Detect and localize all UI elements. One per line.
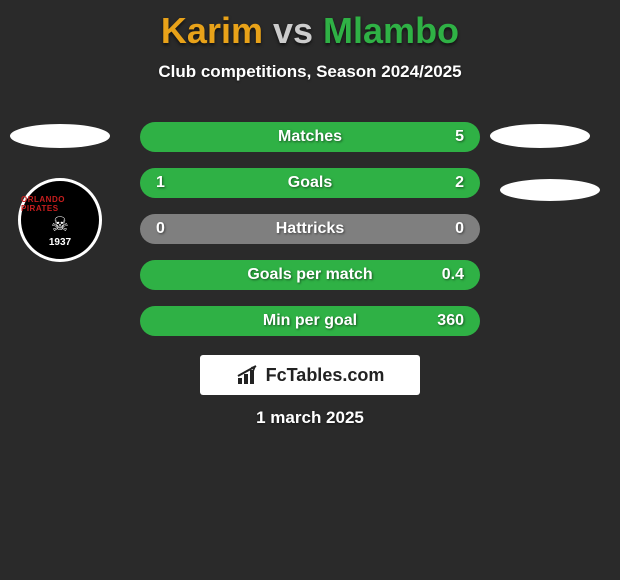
skull-icon: ☠	[51, 217, 69, 233]
stat-right-value: 360	[408, 312, 464, 330]
stat-label: Hattricks	[212, 220, 408, 238]
stat-label: Goals	[212, 174, 408, 192]
bars-icon	[236, 364, 260, 386]
stat-left-value: 1	[156, 174, 212, 192]
stat-row: Matches5	[140, 122, 480, 152]
club-crest: ORLANDO PIRATES ☠ 1937	[18, 178, 102, 262]
stats-panel: Matches5 1Goals2 0Hattricks0 Goals per matc…	[140, 122, 480, 352]
stat-right-value: 0	[408, 220, 464, 238]
crest-top-text: ORLANDO PIRATES	[21, 195, 99, 213]
stat-right-value: 0.4	[408, 266, 464, 284]
source-badge: FcTables.com	[200, 355, 420, 395]
comparison-infographic: Karim vs Mlambo Club competitions, Seaso…	[0, 0, 620, 580]
badge-placeholder-top-right	[490, 124, 590, 148]
stat-right-value: 2	[408, 174, 464, 192]
player1-name: Karim	[161, 10, 263, 51]
stat-row: Goals per match0.4	[140, 260, 480, 290]
crest-year: 1937	[49, 237, 71, 248]
stat-left-value: 0	[156, 220, 212, 238]
stat-label: Min per goal	[212, 312, 408, 330]
stat-row: Min per goal360	[140, 306, 480, 336]
stat-right-value: 5	[408, 128, 464, 146]
title-vs: vs	[273, 10, 313, 51]
stat-row: 0Hattricks0	[140, 214, 480, 244]
stat-row: 1Goals2	[140, 168, 480, 198]
stat-label: Matches	[212, 128, 408, 146]
source-name: FcTables.com	[266, 365, 385, 386]
subtitle: Club competitions, Season 2024/2025	[0, 62, 620, 82]
player2-name: Mlambo	[323, 10, 459, 51]
page-title: Karim vs Mlambo	[0, 0, 620, 52]
badge-placeholder-mid-right	[500, 179, 600, 201]
badge-placeholder-top-left	[10, 124, 110, 148]
snapshot-date: 1 march 2025	[0, 408, 620, 428]
stat-label: Goals per match	[212, 266, 408, 284]
